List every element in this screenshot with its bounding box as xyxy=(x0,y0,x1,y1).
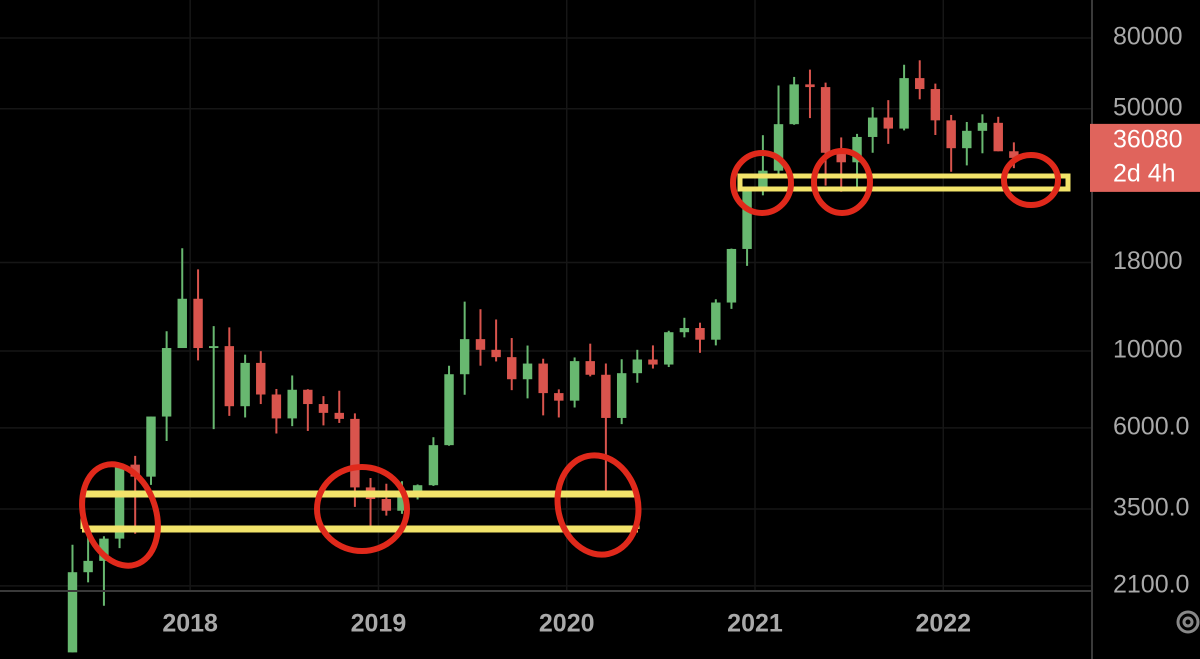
candle-body xyxy=(789,84,799,125)
candle-body xyxy=(208,346,219,349)
candle-body xyxy=(287,389,297,419)
x-tick-label: 2019 xyxy=(351,610,407,638)
candle-body xyxy=(758,170,768,191)
y-tick-label: 50000 xyxy=(1113,93,1183,121)
y-tick-label: 10000 xyxy=(1113,336,1183,364)
countdown-label: 2d 4h xyxy=(1113,159,1176,187)
candle-body xyxy=(507,357,517,380)
candle-body xyxy=(177,298,187,349)
candle-body xyxy=(224,346,235,407)
candle-body xyxy=(491,349,501,358)
candle-body xyxy=(256,362,266,395)
highlight-circle xyxy=(730,150,794,216)
highlight-circle xyxy=(554,452,642,558)
candle-body xyxy=(146,416,156,477)
candle-body xyxy=(977,122,988,131)
candle-body xyxy=(67,572,78,653)
candle-body xyxy=(601,374,611,418)
highlight-circle xyxy=(314,464,410,554)
candle-body xyxy=(538,363,548,394)
candle-body xyxy=(240,362,250,407)
candle-body xyxy=(852,136,862,163)
candle-body xyxy=(522,363,533,380)
labels: 2100.0 3500.0 6000.0 10000 18000 50000 80000 20… xyxy=(162,23,1200,638)
candle-body xyxy=(193,298,203,349)
candle-body xyxy=(805,84,815,88)
candle-body xyxy=(993,122,1003,152)
candle-body xyxy=(114,464,125,539)
highlight-circle xyxy=(1001,152,1061,208)
candle-body xyxy=(899,78,909,129)
candle-body xyxy=(711,302,721,340)
candle-body xyxy=(836,152,846,163)
x-tick-label: 2020 xyxy=(539,610,595,638)
candle-body xyxy=(664,332,674,365)
x-tick-label: 2021 xyxy=(727,610,783,638)
candle-body xyxy=(726,248,737,303)
candle-body xyxy=(679,328,690,333)
candle-body xyxy=(883,117,893,129)
highlight-circle xyxy=(79,461,161,569)
candle-body xyxy=(946,120,956,149)
y-tick-label: 3500.0 xyxy=(1113,494,1189,522)
candle-body xyxy=(569,361,580,401)
candle-body xyxy=(444,374,454,446)
candle-body xyxy=(695,328,705,340)
candle-body xyxy=(99,538,109,561)
candle-body xyxy=(303,389,313,405)
price-label: 36080 xyxy=(1113,125,1183,153)
gear-ring xyxy=(1176,610,1200,634)
x-tick-label: 2018 xyxy=(162,610,218,638)
candle-body xyxy=(83,560,93,573)
candle-body xyxy=(381,499,392,511)
candle-body xyxy=(648,359,658,365)
candle-body xyxy=(475,339,486,350)
y-tick-label: 80000 xyxy=(1113,23,1183,51)
candle-body xyxy=(554,393,564,401)
annotations xyxy=(79,148,1071,569)
candle-body xyxy=(930,89,941,121)
candle-body xyxy=(318,404,329,413)
settings-icon[interactable] xyxy=(1176,610,1200,634)
candle-body xyxy=(1009,151,1019,158)
candle-body xyxy=(397,494,407,511)
candle-body xyxy=(616,373,627,418)
candles xyxy=(67,60,1019,653)
gear-hub xyxy=(1182,616,1194,628)
candle-body xyxy=(867,117,878,137)
candle-body xyxy=(632,359,643,374)
candle-body xyxy=(820,87,831,153)
y-tick-label: 18000 xyxy=(1113,247,1183,275)
candle-body xyxy=(350,418,360,488)
support-band xyxy=(737,173,1071,192)
candle-body xyxy=(773,124,784,171)
candle-body xyxy=(412,485,423,495)
candle-body xyxy=(962,130,972,149)
candle-body xyxy=(459,339,470,375)
candle-body xyxy=(271,394,282,419)
price-label-box xyxy=(1090,123,1200,192)
candle-body xyxy=(742,190,752,249)
highlight-circle xyxy=(811,148,873,216)
y-tick-label: 6000.0 xyxy=(1113,412,1189,440)
candle-body xyxy=(915,78,925,90)
candle-body xyxy=(585,361,595,375)
candle-body xyxy=(161,348,172,417)
y-tick-label: 2100.0 xyxy=(1113,571,1189,599)
candle-body xyxy=(428,445,439,486)
candle-body xyxy=(334,412,344,419)
x-tick-label: 2022 xyxy=(915,610,971,638)
